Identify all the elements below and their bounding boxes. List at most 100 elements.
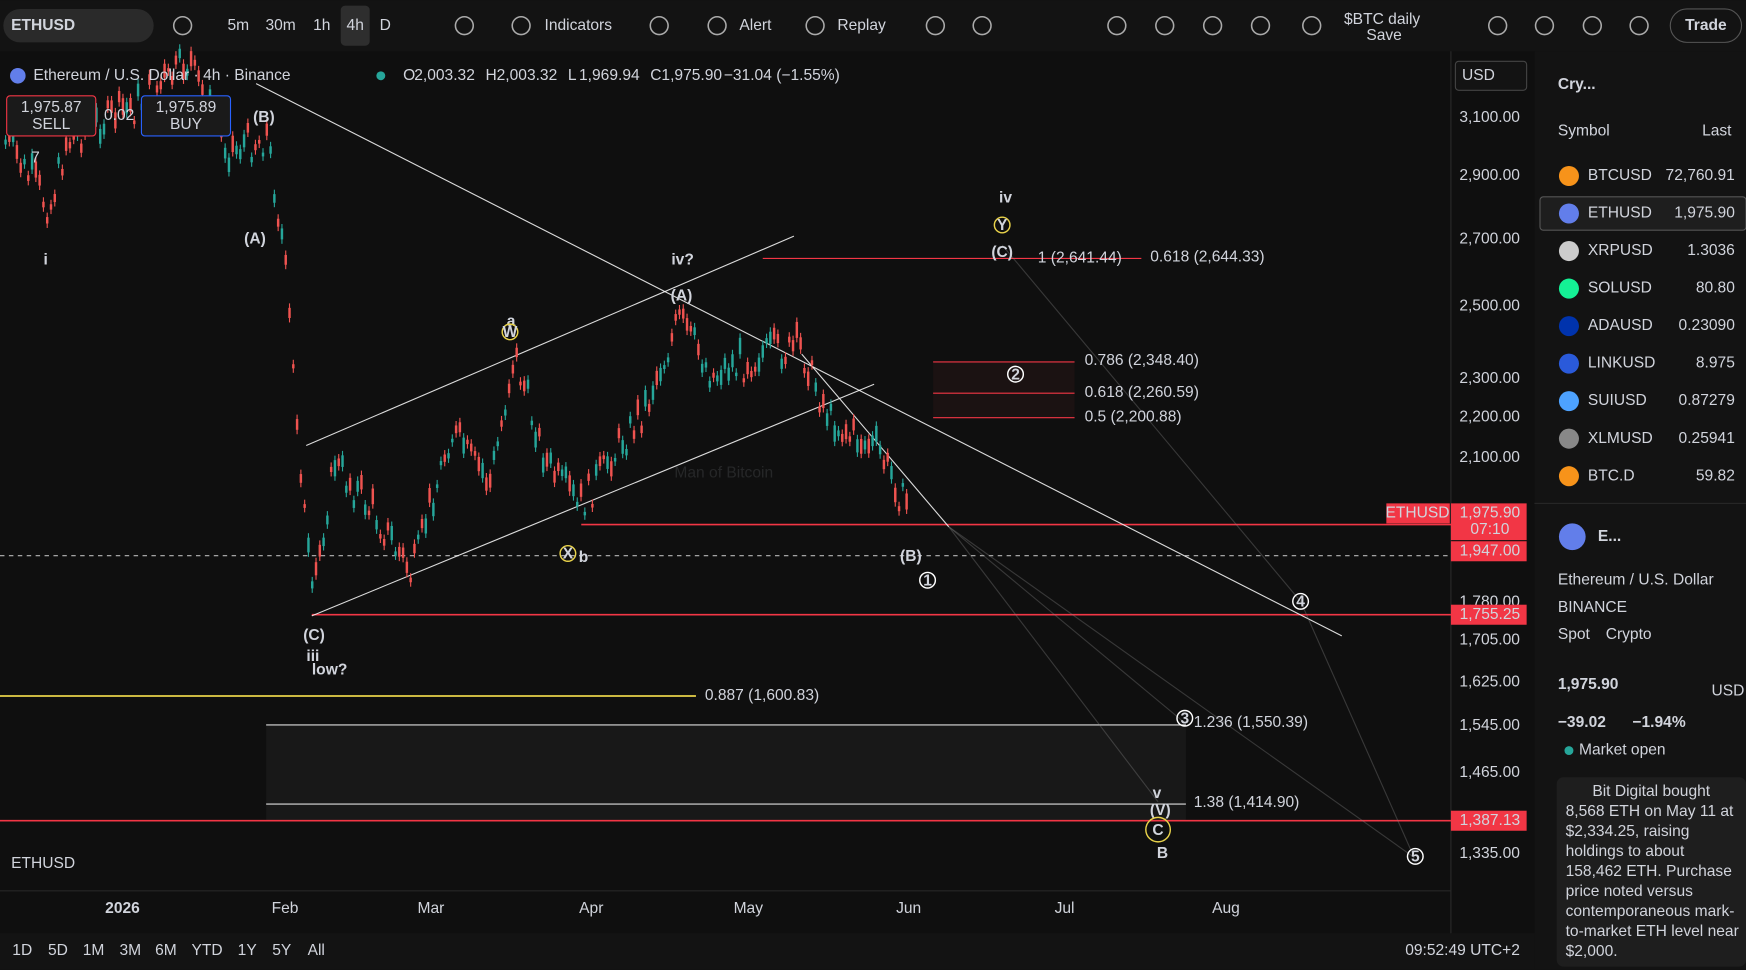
candle-body xyxy=(182,63,185,80)
range-button[interactable]: 1D xyxy=(12,942,32,959)
candle-body xyxy=(791,340,795,352)
toolbar-icon[interactable] xyxy=(1155,15,1175,36)
candle-body xyxy=(629,416,632,424)
candle-body xyxy=(788,336,791,343)
projection-line xyxy=(948,526,1187,725)
interval-active[interactable] xyxy=(340,5,370,46)
price-tick-label: 2,100.00 xyxy=(1459,449,1520,466)
interval-button[interactable]: 30m xyxy=(265,17,295,34)
status-dot xyxy=(1564,746,1574,756)
candle-body xyxy=(496,441,499,447)
toolbar-icon[interactable] xyxy=(1534,15,1555,36)
candle-body xyxy=(651,385,655,400)
sell-button[interactable] xyxy=(6,95,97,137)
buy-button[interactable] xyxy=(140,95,232,137)
interval-button[interactable]: D xyxy=(380,17,391,34)
candle-body xyxy=(121,98,125,115)
candle-body xyxy=(231,135,234,153)
range-button[interactable]: 1Y xyxy=(238,942,258,959)
currency-select[interactable] xyxy=(1454,60,1528,91)
candle-body xyxy=(568,475,571,492)
toolbar-icon[interactable] xyxy=(649,15,669,36)
toolbar-icon[interactable] xyxy=(1582,15,1603,36)
candle-body xyxy=(242,134,246,148)
news-line: holdings to about xyxy=(1566,843,1685,860)
interval-button[interactable]: 4h xyxy=(347,17,364,34)
row-selected xyxy=(1539,196,1746,231)
currency-label: USD xyxy=(1462,67,1495,84)
candle-body xyxy=(439,461,443,466)
candle-body xyxy=(273,194,276,203)
range-button[interactable]: 3M xyxy=(119,942,141,959)
news-card[interactable] xyxy=(1556,777,1746,967)
range-button[interactable]: 1M xyxy=(83,942,105,959)
toolbar-icon[interactable] xyxy=(1302,15,1322,36)
candle-body xyxy=(186,68,189,76)
candle-body xyxy=(742,378,746,383)
range-button[interactable]: 6M xyxy=(155,942,177,959)
watch-symbol[interactable]: ADAUSD xyxy=(1588,317,1653,334)
candle-body xyxy=(610,461,613,477)
candle-body xyxy=(367,510,371,516)
watch-symbol[interactable]: SUIUSD xyxy=(1588,392,1647,409)
fib-label: 1.38 (1,414.90) xyxy=(1194,794,1300,811)
coin-icon xyxy=(1558,165,1579,187)
candle-body xyxy=(307,537,310,553)
interval-button[interactable]: 1h xyxy=(313,17,330,34)
watch-symbol[interactable]: SOLUSD xyxy=(1588,280,1652,297)
interval-button[interactable]: 5m xyxy=(227,17,249,34)
toolbar-icon[interactable] xyxy=(925,15,946,36)
trade-label[interactable]: Trade xyxy=(1685,17,1727,34)
watch-symbol[interactable]: XRPUSD xyxy=(1588,242,1653,259)
toolbar-icon[interactable] xyxy=(172,15,193,36)
watch-symbol[interactable]: LINKUSD xyxy=(1588,355,1656,372)
watch-symbol[interactable]: ETHUSD xyxy=(1588,205,1652,222)
price-tick-label: 2,700.00 xyxy=(1459,231,1520,248)
toolbar-icon[interactable] xyxy=(1487,15,1508,36)
wave-circle xyxy=(501,323,519,341)
candle-body xyxy=(716,375,719,382)
toolbar-icon[interactable] xyxy=(707,15,727,36)
watchlist-title[interactable]: Cry... xyxy=(1558,76,1596,93)
toolbar-icon[interactable] xyxy=(454,15,475,36)
alert-button[interactable]: Alert xyxy=(739,17,772,34)
candle-body xyxy=(867,438,870,454)
toolbar xyxy=(0,0,1746,52)
watch-symbol[interactable]: BTC.D xyxy=(1588,467,1635,484)
trade-button[interactable] xyxy=(1669,8,1743,43)
ohlc-value: 2,003.32 xyxy=(414,67,475,84)
toolbar-icon[interactable] xyxy=(1202,15,1223,36)
last-price: 1,975.90 xyxy=(1460,505,1521,522)
candle-body xyxy=(413,543,416,554)
replay-button[interactable]: Replay xyxy=(837,17,886,34)
layout-name[interactable]: $BTC daily xyxy=(1344,11,1420,28)
range-button[interactable]: 5D xyxy=(48,942,68,959)
projection-line xyxy=(948,526,1159,803)
projection-line xyxy=(948,526,1415,858)
candle-body xyxy=(333,460,337,477)
watch-symbol[interactable]: XLMUSD xyxy=(1588,430,1653,447)
watch-last: 72,760.91 xyxy=(1666,167,1735,184)
wave-label: B xyxy=(1157,845,1168,862)
candle-body xyxy=(602,455,605,460)
candle-body xyxy=(591,503,594,508)
toolbar-icon[interactable] xyxy=(511,15,531,36)
toolbar-icon[interactable] xyxy=(1629,15,1649,36)
watch-symbol[interactable]: BTCUSD xyxy=(1588,167,1652,184)
symbol-search[interactable] xyxy=(3,8,154,43)
range-button[interactable]: All xyxy=(308,942,325,959)
toolbar-icon[interactable] xyxy=(1107,15,1127,36)
coin-icon xyxy=(1558,353,1579,374)
watch-last: 80.80 xyxy=(1696,280,1735,297)
toolbar-icon[interactable] xyxy=(1250,15,1271,36)
indicator-count[interactable]: 7 xyxy=(31,149,40,166)
toolbar-icon[interactable] xyxy=(805,15,825,36)
indicators-button[interactable]: Indicators xyxy=(545,17,613,34)
coin-icon xyxy=(1558,278,1579,299)
candle-body xyxy=(534,431,537,448)
toolbar-icon[interactable] xyxy=(972,15,992,36)
range-button[interactable]: YTD xyxy=(192,942,223,959)
range-button[interactable]: 5Y xyxy=(272,942,292,959)
symbol[interactable]: ETHUSD xyxy=(11,17,75,34)
candle-body xyxy=(174,55,178,65)
